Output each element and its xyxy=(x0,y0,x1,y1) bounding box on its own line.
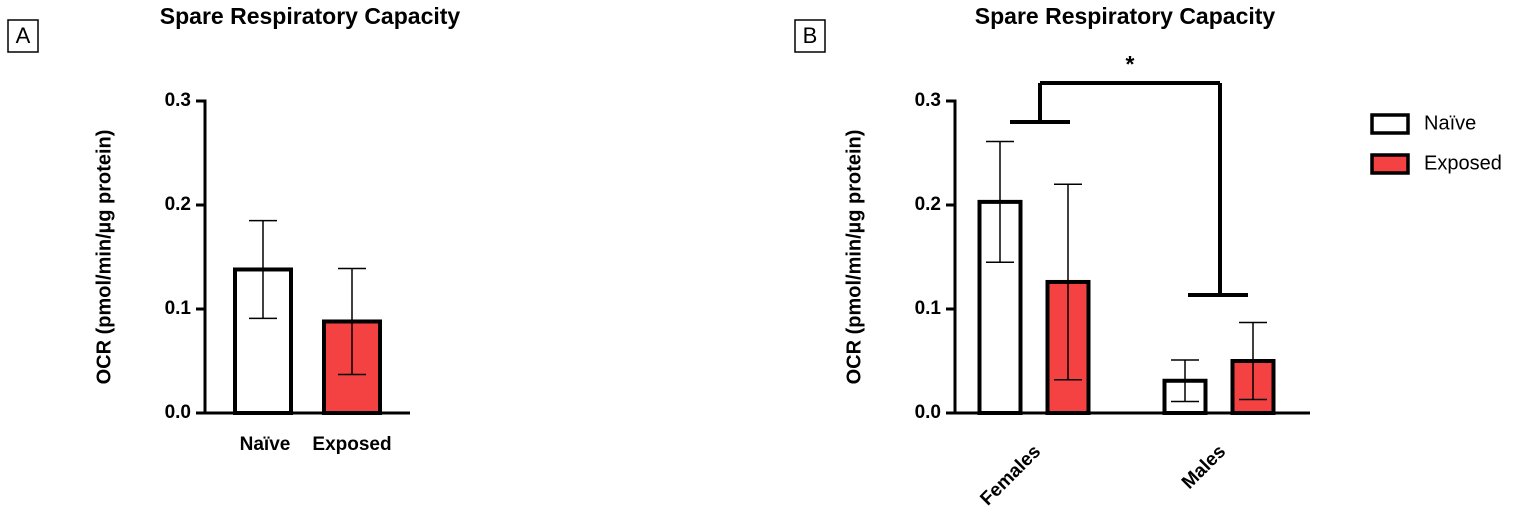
y-tick-label: 0.1 xyxy=(165,298,192,319)
panel-label: A xyxy=(16,23,31,48)
legend-swatch xyxy=(1370,153,1410,175)
panel-box xyxy=(794,19,826,53)
legend-label: Exposed xyxy=(1424,152,1502,174)
significance-label: * xyxy=(1126,51,1135,77)
y-tick-label: 0.2 xyxy=(165,194,191,215)
x-tick-label: Males xyxy=(1178,441,1230,493)
legend-label: Naïve xyxy=(1424,112,1476,134)
y-tick-label: 0.2 xyxy=(915,194,941,215)
y-tick-label: 0.0 xyxy=(915,402,941,423)
y-tick-label: 0.0 xyxy=(165,402,191,423)
y-tick-label: 0.3 xyxy=(165,90,191,111)
y-tick-label: 0.1 xyxy=(915,298,942,319)
panel-box xyxy=(7,19,39,53)
y-axis-label: OCR (pmol/min/µg protein) xyxy=(843,130,865,385)
x-tick-label: Exposed xyxy=(312,434,391,455)
y-tick-label: 0.3 xyxy=(915,90,941,111)
x-tick-label: Females xyxy=(976,441,1045,510)
chart-title: Spare Respiratory Capacity xyxy=(160,3,461,29)
x-tick-label: Naïve xyxy=(240,434,291,455)
panel-label: B xyxy=(803,23,818,48)
y-axis-label: OCR (pmol/min/µg protein) xyxy=(93,130,115,385)
legend-swatch xyxy=(1370,113,1410,135)
chart-title: Spare Respiratory Capacity xyxy=(975,3,1276,29)
